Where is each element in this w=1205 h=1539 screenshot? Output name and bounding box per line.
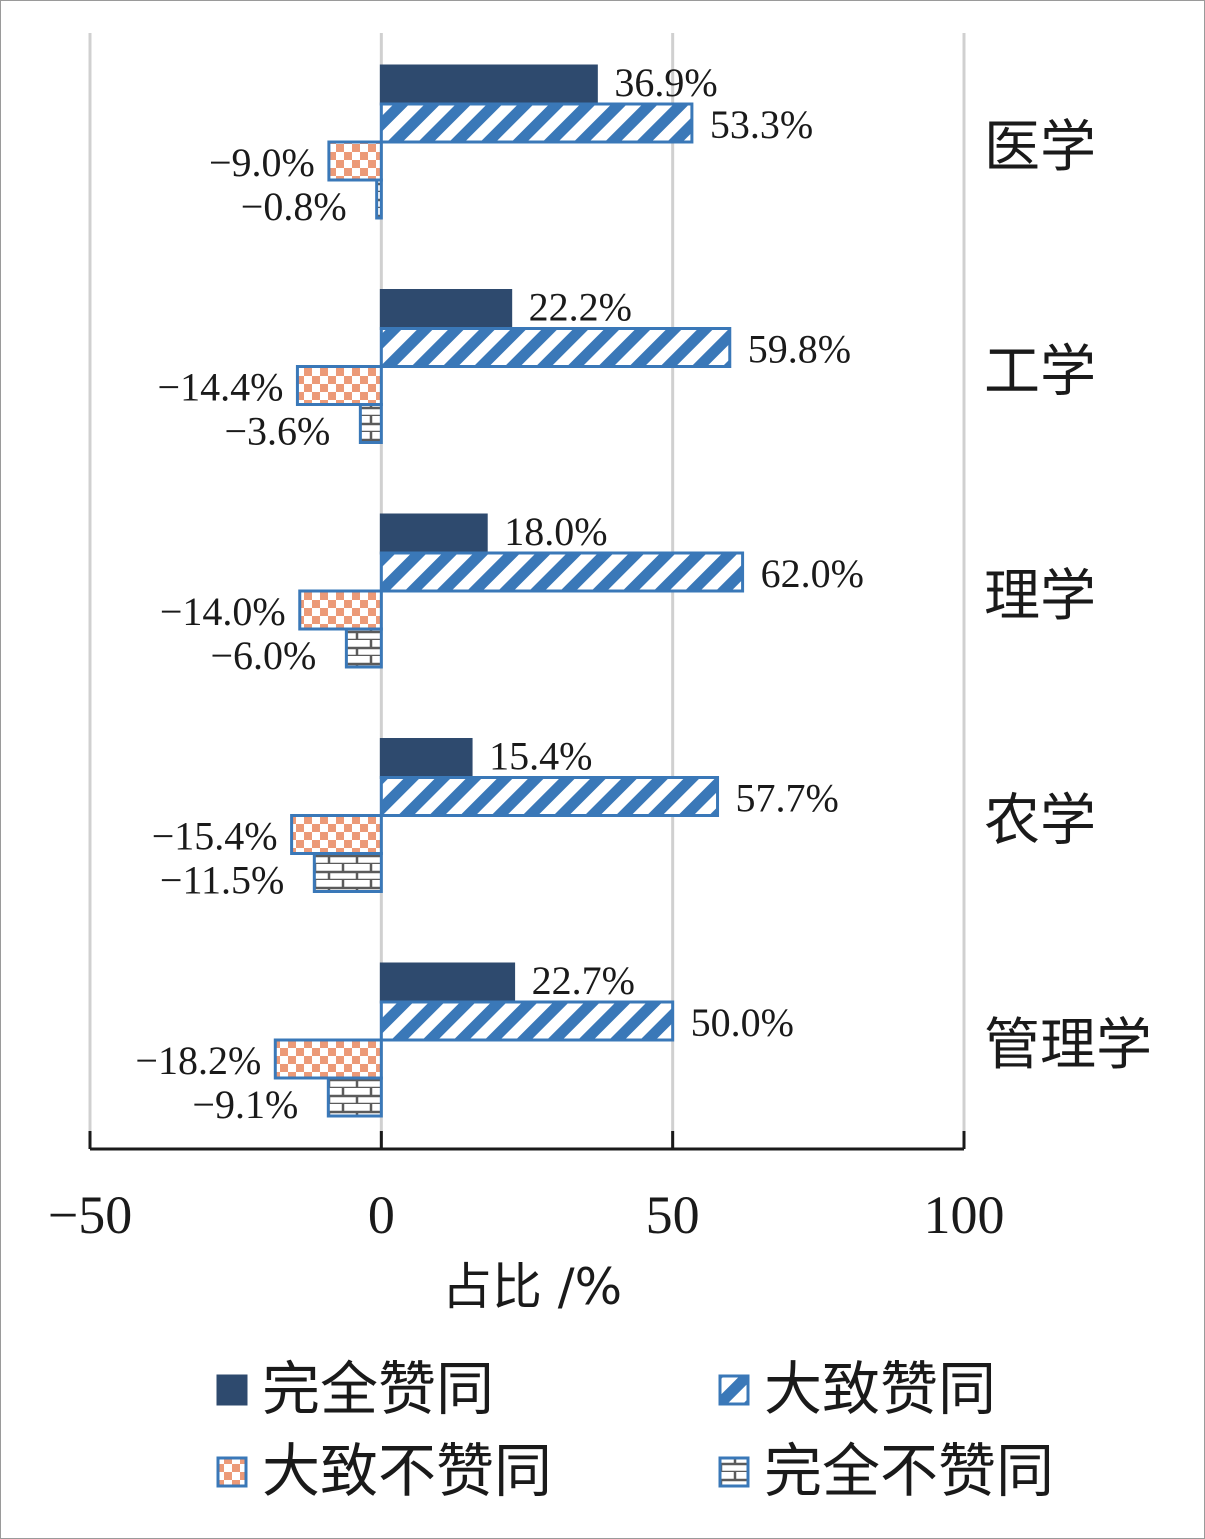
data-label: −3.6% [224, 409, 330, 454]
bar [326, 1076, 383, 1118]
bar [298, 589, 383, 631]
legend-label: 完全赞同 [262, 1355, 494, 1423]
bar [379, 64, 598, 106]
x-tick-label: 50 [646, 1185, 700, 1245]
data-label: 50.0% [691, 1000, 794, 1045]
category-label: 工学 [984, 340, 1096, 405]
x-tick-labels: −50 0 50 100 [48, 1185, 1005, 1245]
bar [375, 178, 383, 220]
bar [379, 1000, 675, 1042]
data-label: 18.0% [504, 509, 607, 554]
data-label: 15.4% [489, 734, 592, 779]
category-label: 管理学 [984, 1013, 1152, 1078]
data-label: 53.3% [710, 102, 813, 147]
legend-label: 大致不赞同 [262, 1437, 552, 1505]
bar [344, 627, 383, 669]
bar [312, 852, 383, 893]
legend-swatch [216, 1456, 248, 1488]
legend-swatch [718, 1374, 750, 1406]
data-label: −9.0% [209, 140, 315, 185]
bar [379, 738, 473, 779]
bar [379, 102, 694, 144]
data-label: 57.7% [736, 776, 839, 821]
x-tick-label: 0 [368, 1185, 395, 1245]
category-label: 医学 [984, 115, 1096, 180]
bar [379, 289, 513, 330]
data-label: 59.8% [748, 327, 851, 372]
x-axis [88, 1131, 966, 1151]
data-label: −0.8% [241, 184, 347, 229]
bar [379, 776, 720, 817]
data-label: 22.7% [532, 958, 635, 1003]
category-label: 理学 [984, 564, 1096, 629]
legend-label: 大致赞同 [764, 1355, 996, 1423]
bars-layer: 36.9%53.3% −9.0%−0.8% 22.2% 59.8% −14.4%−3.6… [135, 60, 864, 1127]
data-label: −14.4% [158, 365, 284, 410]
x-axis-title: 占比 /% [442, 1258, 622, 1316]
data-label: 22.2% [529, 285, 632, 330]
bar [379, 513, 488, 555]
data-label: 36.9% [614, 60, 717, 105]
bar [379, 327, 732, 368]
bar [358, 403, 383, 444]
data-label: −9.1% [192, 1082, 298, 1127]
data-label: 62.0% [761, 551, 864, 596]
legend-swatch [718, 1456, 750, 1488]
bar [273, 1038, 383, 1080]
legend-swatch [216, 1374, 248, 1406]
x-tick-label: −50 [48, 1185, 132, 1245]
legend-label: 完全不赞同 [764, 1437, 1054, 1505]
bar [327, 140, 383, 182]
bar [295, 365, 383, 406]
data-label: −11.5% [160, 858, 284, 903]
data-label: −15.4% [152, 814, 278, 859]
data-label: −6.0% [210, 633, 316, 678]
bar [379, 962, 516, 1004]
bar [379, 551, 745, 593]
data-label: −14.0% [160, 589, 286, 634]
category-label: 农学 [984, 789, 1096, 854]
bar [290, 814, 383, 855]
x-tick-label: 100 [924, 1185, 1005, 1245]
data-label: −18.2% [135, 1038, 261, 1083]
